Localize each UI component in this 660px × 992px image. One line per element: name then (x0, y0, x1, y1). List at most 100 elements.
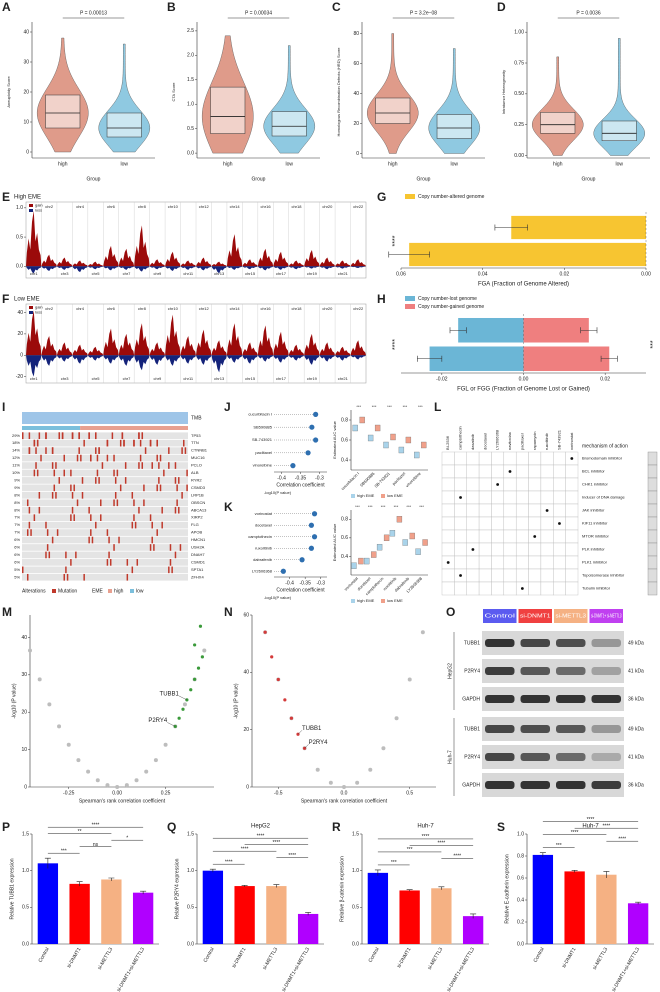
dot (308, 545, 315, 551)
point (381, 746, 386, 751)
band (556, 725, 586, 733)
alteration (73, 484, 75, 492)
cell (515, 490, 529, 505)
drug-label: dabrafenib (253, 557, 273, 562)
cell (454, 516, 467, 531)
cell (454, 451, 467, 466)
point (163, 742, 168, 747)
x-tick-label: si-METTL3 (97, 946, 115, 970)
point (193, 677, 197, 681)
chromosome-label: chr10 (168, 204, 179, 209)
alteration (174, 506, 177, 514)
bar (462, 916, 484, 944)
column-label: dasatinib (470, 433, 475, 450)
cell (540, 464, 554, 479)
panel-letter: Q (167, 820, 176, 834)
alteration (95, 432, 97, 440)
cell (478, 581, 492, 596)
legend-label: low (136, 588, 144, 594)
band (520, 695, 550, 703)
dot (305, 450, 311, 456)
alteration (88, 536, 90, 544)
alteration (46, 544, 49, 551)
significance: **** (288, 853, 296, 859)
chromosome-label: chr16 (261, 204, 272, 209)
box (383, 534, 390, 542)
y-tick-label: 0.00 (514, 153, 524, 159)
y-tick-label: 0.0 (22, 941, 29, 947)
alteration (33, 439, 36, 447)
copy-number (87, 261, 104, 267)
y-tick-label: 1.5 (22, 831, 29, 837)
cell (454, 581, 467, 596)
y-axis-label: -log10 (P value) (233, 683, 239, 719)
band (556, 667, 586, 675)
panel: mechanism of action BI-2536 camptothecin da… (434, 400, 658, 596)
cell (565, 529, 579, 544)
band (591, 725, 621, 733)
alteration (100, 499, 102, 507)
cell (540, 516, 554, 531)
alteration (98, 477, 100, 484)
y-axis-label: Relative β-catenin expression (339, 856, 345, 922)
y-tick-label: 0 (26, 149, 29, 155)
annotation: P2RY4 (309, 740, 329, 746)
chromosome-label: chr7 (123, 376, 132, 381)
gene-label: TP53 (191, 433, 201, 438)
size-label: 36 kDa (628, 782, 644, 788)
copy-number (118, 333, 135, 356)
gene-label: ALB (191, 470, 199, 475)
legend-swatch (29, 204, 33, 207)
legend-title: -log10(P value) (264, 490, 292, 495)
chart-title: HepG2 (251, 824, 271, 830)
alteration (133, 499, 135, 507)
alteration (176, 499, 178, 507)
cell (528, 555, 542, 570)
cell (553, 568, 566, 583)
tmb-track (22, 412, 188, 424)
chromosome-label: chr21 (338, 376, 349, 381)
panel-letter: K (224, 500, 233, 514)
copy-number (26, 355, 42, 377)
copy-number (103, 355, 119, 364)
error-bar (417, 355, 443, 362)
alteration (178, 506, 180, 514)
bar (596, 874, 617, 944)
y-tick-label: 0.0 (16, 264, 23, 270)
legend-swatch (351, 599, 355, 603)
copy-number (257, 355, 274, 362)
copy-number (335, 346, 351, 356)
strip-cell (647, 581, 658, 596)
x-tick-label: si-DNMT1+si-METTL3 (611, 946, 641, 992)
legend-label: gain (35, 203, 43, 208)
alteration (22, 432, 24, 440)
alteration (28, 447, 31, 454)
copy-number (26, 310, 42, 356)
size-label: 36 kDa (628, 696, 644, 702)
copy-number (134, 266, 150, 272)
copy-number (242, 342, 258, 356)
chromosome-label: chr10 (168, 306, 179, 311)
box (364, 557, 370, 565)
x-tick-label: high (553, 161, 563, 167)
legend-swatch (405, 304, 415, 309)
percent-label: 14% (12, 448, 20, 453)
error-bar (539, 852, 546, 858)
gene-label: XIRP2 (191, 515, 203, 520)
legend-swatch (381, 494, 385, 498)
chromosome-label: chr14 (230, 204, 241, 209)
row-background (22, 573, 188, 581)
y-tick-label: 40 (243, 670, 249, 676)
group-track (22, 426, 81, 430)
copy-number (26, 266, 42, 274)
bar (429, 346, 524, 372)
panel-letter: E (2, 190, 10, 204)
y-tick-label: 1.0 (187, 868, 194, 874)
alteration (141, 432, 144, 440)
annotation-leader (178, 695, 187, 701)
alteration (143, 484, 145, 492)
percent-label: 9% (14, 485, 20, 490)
legend-title: Alterations (22, 588, 46, 594)
significance: **** (602, 823, 610, 829)
x-tick-label: si-DNMT1+si-METTL3 (281, 946, 311, 992)
